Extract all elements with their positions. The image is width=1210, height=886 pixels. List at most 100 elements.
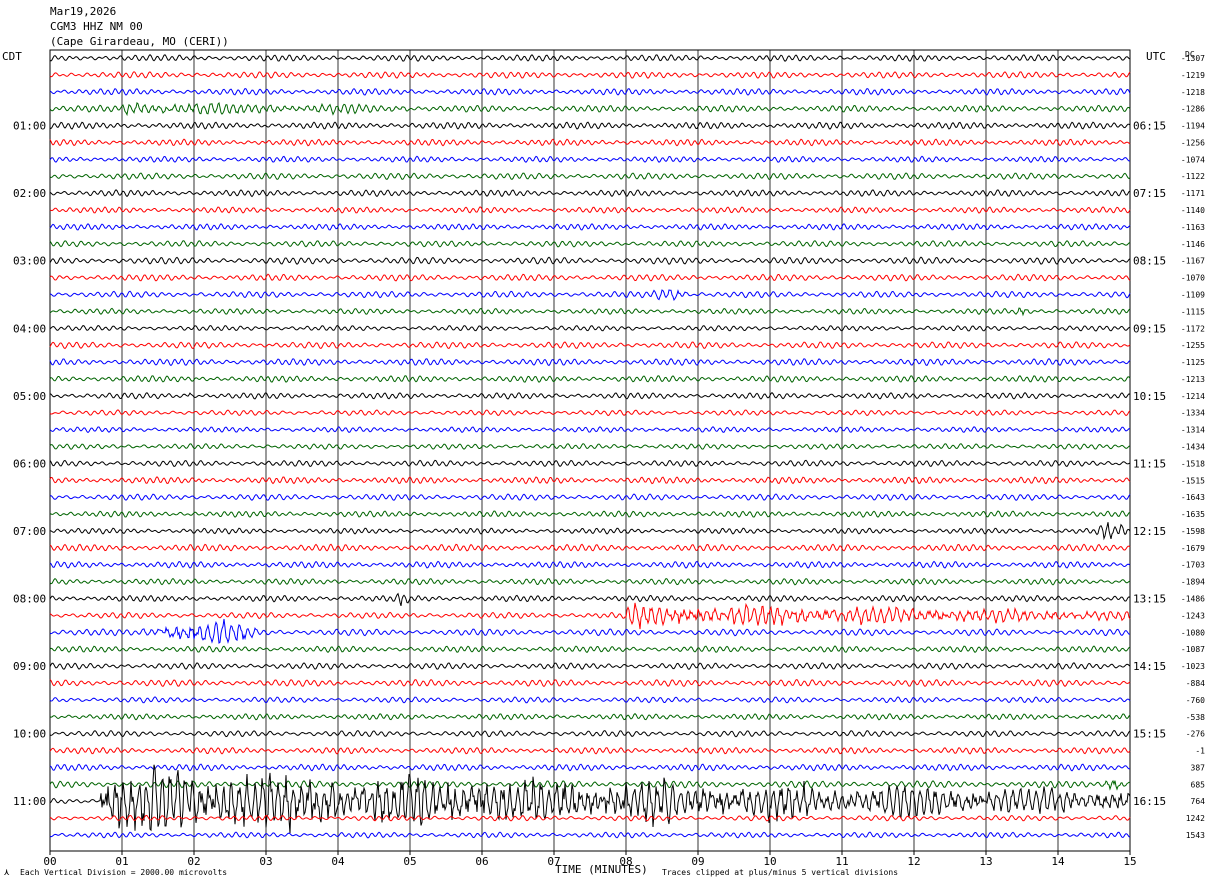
date-label: Mar19,2026 xyxy=(50,5,117,18)
dc-offset-label: -1194 xyxy=(1181,122,1205,131)
x-tick-label: 00 xyxy=(43,855,56,868)
seismic-trace xyxy=(49,459,1131,468)
dc-offset-label: -1140 xyxy=(1181,206,1205,215)
footer-clip-note: Traces clipped at plus/minus 5 vertical … xyxy=(662,868,899,877)
seismic-trace xyxy=(49,426,1131,434)
dc-offset-label: -1122 xyxy=(1181,172,1205,181)
dc-offset-label: -1286 xyxy=(1181,105,1205,114)
seismic-trace xyxy=(49,256,1131,265)
seismic-trace xyxy=(49,87,1131,96)
x-tick-label: 02 xyxy=(187,855,200,868)
right-timezone: UTC xyxy=(1146,50,1166,63)
seismic-trace xyxy=(49,172,1131,181)
seismic-trace xyxy=(49,289,1131,301)
right-time-label: 06:15 xyxy=(1133,120,1166,133)
dc-offset-label: -1146 xyxy=(1181,240,1205,249)
seismic-trace xyxy=(49,121,1131,130)
seismic-trace xyxy=(49,240,1131,248)
x-tick-label: 07 xyxy=(547,855,560,868)
dc-offset-label: -1023 xyxy=(1181,662,1205,671)
right-time-label: 12:15 xyxy=(1133,525,1166,538)
right-time-label: 14:15 xyxy=(1133,660,1166,673)
seismic-trace xyxy=(49,307,1131,317)
x-tick-label: 08 xyxy=(619,855,632,868)
dc-offset-label: -1214 xyxy=(1181,392,1205,401)
seismic-trace xyxy=(49,560,1131,569)
dc-offset-label: -1256 xyxy=(1181,138,1205,147)
x-tick-label: 03 xyxy=(259,855,272,868)
footer-scale-note: Each Vertical Division = 2000.00 microvo… xyxy=(20,868,228,877)
seismic-trace xyxy=(49,763,1131,772)
seismic-trace xyxy=(49,138,1131,147)
seismic-trace xyxy=(49,392,1131,400)
dc-offset-label: -1679 xyxy=(1181,544,1205,553)
right-time-label: 15:15 xyxy=(1133,728,1166,741)
seismic-trace xyxy=(49,577,1131,586)
station-label: CGM3 HHZ NM 00 xyxy=(50,20,143,33)
seismic-trace xyxy=(49,696,1131,704)
dc-offset-label: -1172 xyxy=(1181,324,1205,333)
plot-frame xyxy=(49,49,1131,852)
seismic-trace xyxy=(49,341,1131,350)
right-time-label: 11:15 xyxy=(1133,457,1166,470)
dc-offset-label: -1167 xyxy=(1181,257,1205,266)
seismic-trace xyxy=(49,223,1131,231)
dc-offset-label: -1486 xyxy=(1181,595,1205,604)
dc-offset-label: -1109 xyxy=(1181,290,1205,299)
x-tick-label: 12 xyxy=(907,855,920,868)
x-tick-label: 11 xyxy=(835,855,848,868)
right-time-label: 13:15 xyxy=(1133,593,1166,606)
seismic-trace xyxy=(49,493,1131,501)
seismic-trace xyxy=(49,53,1131,62)
seismic-trace xyxy=(49,358,1131,367)
dc-offset-label: -1125 xyxy=(1181,358,1205,367)
x-tick-label: 15 xyxy=(1123,855,1136,868)
seismic-trace xyxy=(49,189,1131,198)
left-time-label: 04:00 xyxy=(13,322,46,335)
dc-offset-label: -1515 xyxy=(1181,476,1205,485)
x-tick-label: 06 xyxy=(475,855,488,868)
dc-offset-label: -1255 xyxy=(1181,341,1205,350)
dc-offset-label: -1598 xyxy=(1181,527,1205,536)
seismic-trace xyxy=(49,543,1131,552)
right-time-label: 07:15 xyxy=(1133,187,1166,200)
dc-offset-label: -1213 xyxy=(1181,375,1205,384)
seismic-trace xyxy=(49,779,1131,791)
seismic-trace xyxy=(49,273,1131,282)
seismic-trace xyxy=(49,443,1131,450)
dc-offset-label: -1243 xyxy=(1181,611,1205,620)
dc-offset-label: 1543 xyxy=(1186,831,1205,840)
x-tick-label: 01 xyxy=(115,855,128,868)
x-tick-label: 13 xyxy=(979,855,992,868)
seismic-trace xyxy=(49,814,1131,822)
seismic-trace xyxy=(49,510,1131,518)
seismic-trace xyxy=(49,409,1131,417)
seismic-trace xyxy=(49,522,1131,541)
left-time-label: 05:00 xyxy=(13,390,46,403)
dc-offset-label: -1703 xyxy=(1181,561,1205,570)
seismic-trace xyxy=(49,71,1131,79)
x-tick-label: 04 xyxy=(331,855,345,868)
dc-offset-label: -1171 xyxy=(1181,189,1205,198)
left-time-label: 11:00 xyxy=(13,795,46,808)
right-time-label: 09:15 xyxy=(1133,322,1166,335)
dc-offset-label: -1643 xyxy=(1181,493,1205,502)
x-tick-label: 10 xyxy=(763,855,776,868)
left-time-label: 08:00 xyxy=(13,593,46,606)
seismic-trace xyxy=(49,618,1131,644)
dc-offset-label: -1115 xyxy=(1181,307,1205,316)
dc-offset-label: -1635 xyxy=(1181,510,1205,519)
right-time-label: 16:15 xyxy=(1133,795,1166,808)
seismic-trace xyxy=(49,602,1131,630)
dc-offset-label: -1518 xyxy=(1181,459,1205,468)
seismic-trace xyxy=(49,155,1131,163)
left-time-label: 07:00 xyxy=(13,525,46,538)
x-axis-title: TIME (MINUTES) xyxy=(555,863,648,876)
dc-offset-label: -538 xyxy=(1186,713,1205,722)
seismic-trace xyxy=(49,831,1131,839)
dc-offset-label: -1087 xyxy=(1181,645,1205,654)
left-time-label: 09:00 xyxy=(13,660,46,673)
left-time-label: 10:00 xyxy=(13,728,46,741)
dc-offset-label: 1242 xyxy=(1186,814,1205,823)
